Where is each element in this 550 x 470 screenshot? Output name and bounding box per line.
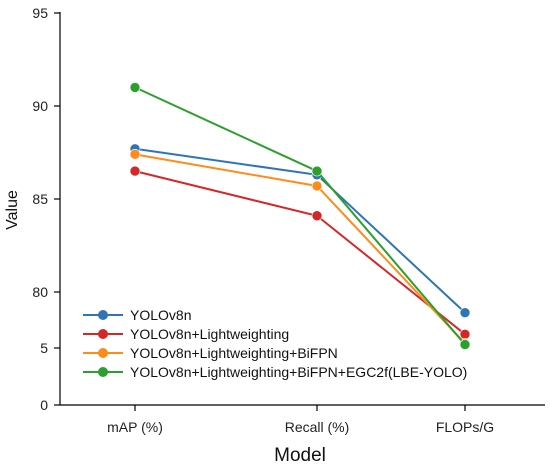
x-axis-ticks: mAP (%) Recall (%) FLOPs/G (107, 405, 494, 435)
legend-label: YOLOv8n (130, 307, 191, 323)
legend-marker (98, 329, 108, 339)
legend-label: YOLOv8n+Lightweighting (130, 326, 289, 342)
data-point (311, 180, 323, 192)
legend-label: YOLOv8n+Lightweighting+BiFPN (130, 345, 338, 361)
series (129, 82, 471, 350)
legend-label: YOLOv8n+Lightweighting+BiFPN+EGC2f(LBE-Y… (130, 364, 467, 380)
data-point (459, 339, 471, 350)
data-point (311, 165, 323, 177)
y-tick-label: 95 (32, 5, 48, 21)
legend-marker (98, 367, 108, 377)
legend-item: YOLOv8n+Lightweighting (83, 326, 289, 342)
data-point (129, 82, 141, 93)
y-tick-label: 80 (32, 284, 48, 300)
y-tick-label: 85 (32, 191, 48, 207)
data-point (129, 165, 141, 177)
legend-item: YOLOv8n+Lightweighting+BiFPN (83, 345, 338, 361)
x-axis-title: Model (274, 445, 326, 466)
series-line (134, 86, 466, 346)
y-tick-label: 0 (40, 397, 48, 413)
y-axis-ticks: 0 5 80 85 90 95 (32, 5, 60, 413)
data-point (129, 149, 141, 160)
x-tick-label: mAP (%) (107, 419, 163, 435)
legend-marker (98, 348, 108, 358)
legend-marker (98, 310, 108, 320)
y-tick-label: 5 (40, 340, 48, 356)
y-axis-title: Value (4, 190, 21, 230)
y-tick-label: 90 (32, 98, 48, 114)
legend-item: YOLOv8n+Lightweighting+BiFPN+EGC2f(LBE-Y… (83, 364, 467, 380)
series (129, 165, 471, 340)
legend-item: YOLOv8n (83, 307, 191, 323)
series-layer (129, 82, 471, 350)
data-point (459, 307, 471, 318)
data-point (311, 210, 323, 222)
axes (59, 12, 545, 406)
legend: YOLOv8n YOLOv8n+Lightweighting YOLOv8n+Lig… (83, 307, 467, 380)
x-tick-label: FLOPs/G (436, 419, 494, 435)
x-tick-label: Recall (%) (285, 419, 350, 435)
data-point (459, 329, 471, 340)
